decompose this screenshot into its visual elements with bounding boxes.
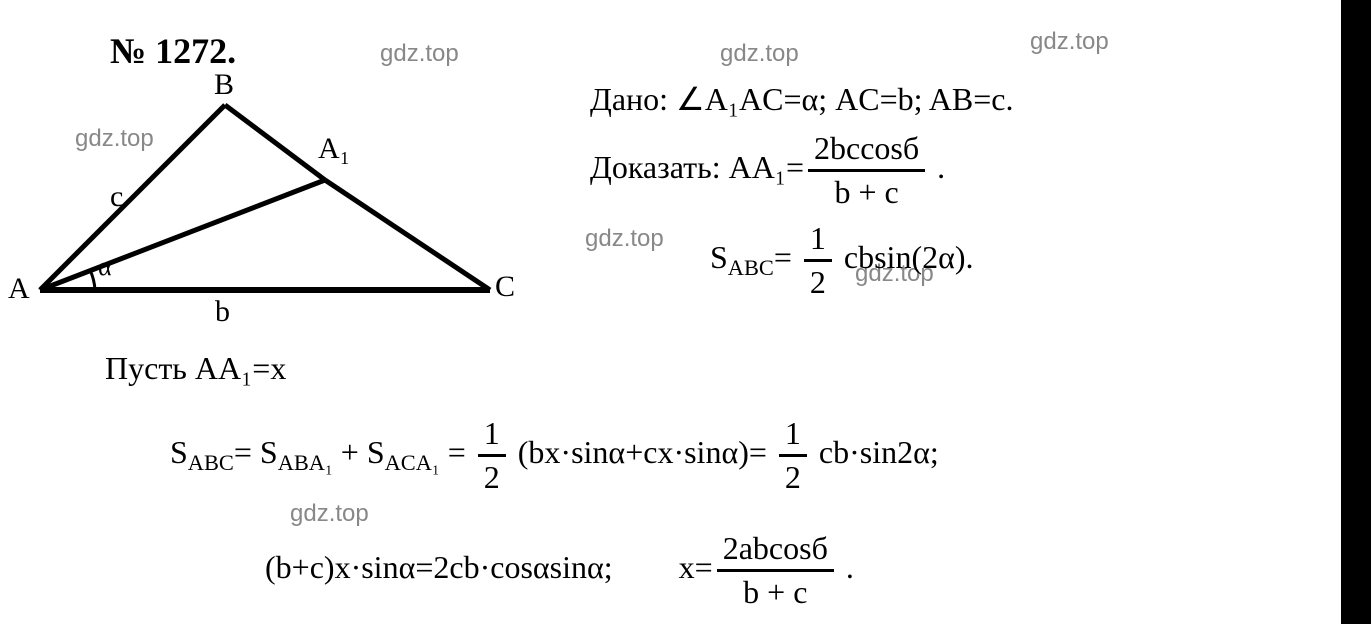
sub2: ABA₁ bbox=[278, 450, 333, 475]
prove-line: Доказать: AA₁=2bccosбb + c . bbox=[590, 130, 945, 211]
half-frac2: 12 bbox=[779, 415, 807, 496]
angle-alpha: α bbox=[98, 252, 112, 282]
vertex-C: C bbox=[495, 270, 515, 304]
half-den: 2 bbox=[804, 262, 832, 301]
side-c: c bbox=[110, 180, 123, 214]
frac-num: 2bccosб bbox=[808, 130, 925, 172]
hd1: 2 bbox=[478, 457, 506, 496]
p5: (bx·sinα+cx·sinα)= bbox=[510, 434, 775, 470]
watermark: gdz.top bbox=[1030, 28, 1109, 56]
l2p2: x= bbox=[679, 549, 713, 585]
half-num: 1 bbox=[804, 220, 832, 262]
prove-prefix: Доказать: AA₁= bbox=[590, 149, 804, 185]
sub1: ABC bbox=[188, 450, 234, 475]
S1: S bbox=[170, 434, 188, 470]
side-b: b bbox=[215, 295, 230, 329]
hd2: 2 bbox=[779, 457, 807, 496]
triangle-diagram: A B A₁ C c b α bbox=[20, 70, 550, 360]
S: S bbox=[710, 239, 728, 275]
sub-abc: ABC bbox=[728, 255, 774, 280]
hn2: 1 bbox=[779, 415, 807, 457]
page-edge bbox=[1341, 0, 1371, 624]
vertex-A: A bbox=[8, 272, 30, 306]
watermark: gdz.top bbox=[585, 225, 664, 253]
watermark: gdz.top bbox=[290, 500, 369, 528]
l2p3: . bbox=[838, 549, 854, 585]
vertex-A1: A₁ bbox=[318, 132, 350, 166]
final-frac: 2abcosбb + c bbox=[717, 530, 834, 611]
hn1: 1 bbox=[478, 415, 506, 457]
given-content: ∠A₁AC=α; AC=b; AB=c. bbox=[676, 81, 1013, 117]
given-line: Дано: ∠A₁AC=α; AC=b; AB=c. bbox=[590, 80, 1013, 118]
sabc-rest: cbsin(2α). bbox=[836, 239, 974, 275]
problem-number: № 1272. bbox=[110, 30, 236, 72]
sub3: ACA₁ bbox=[385, 450, 440, 475]
equation-line1: SABC= SABA₁ + SACA₁ = 12 (bx·sinα+cx·sin… bbox=[170, 415, 939, 496]
p3: + S bbox=[333, 434, 385, 470]
half-frac: 12 bbox=[804, 220, 832, 301]
prove-suffix: . bbox=[929, 149, 945, 185]
frac-den: b + c bbox=[808, 172, 925, 211]
final-num: 2abcosб bbox=[717, 530, 834, 572]
vertex-B: B bbox=[214, 68, 234, 102]
l2p1: (b+c)x·sinα=2cb·cosαsinα; bbox=[265, 549, 613, 585]
let-line: Пусть AA₁=x bbox=[105, 350, 286, 387]
p4: = bbox=[440, 434, 466, 470]
given-prefix: Дано: bbox=[590, 81, 676, 117]
eq: = bbox=[774, 239, 792, 275]
final-den: b + c bbox=[717, 572, 834, 611]
prove-fraction: 2bccosбb + c bbox=[808, 130, 925, 211]
watermark: gdz.top bbox=[720, 40, 799, 68]
sabc-formula: SABC= 12 cbsin(2α). bbox=[710, 220, 974, 301]
watermark: gdz.top bbox=[380, 40, 459, 68]
half-frac1: 12 bbox=[478, 415, 506, 496]
p2: = S bbox=[234, 434, 278, 470]
p6: cb·sin2α; bbox=[811, 434, 939, 470]
equation-line2: (b+c)x·sinα=2cb·cosαsinα; x=2abcosбb + c… bbox=[265, 530, 854, 611]
